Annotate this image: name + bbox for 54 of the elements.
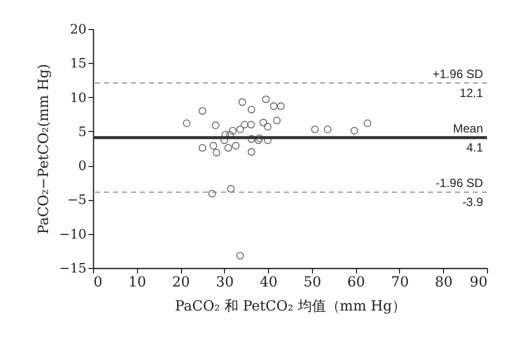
y-tick-label: −15 (59, 262, 86, 276)
x-tick-label: 30 (216, 274, 234, 290)
point (364, 119, 372, 127)
point (277, 102, 285, 110)
point (350, 127, 358, 134)
y-tick-label: 20 (70, 22, 86, 38)
x-tick-label: 10 (128, 274, 146, 290)
point (311, 126, 319, 134)
y-axis-title: PaCO₂−PetCO₂(mm Hg) (36, 64, 52, 234)
point (198, 107, 206, 115)
x-tick-label: 0 (94, 274, 102, 290)
x-tick-label: 40 (260, 274, 278, 290)
annotation: 12.1 (460, 86, 484, 100)
y-tick-label: 15 (70, 56, 86, 72)
point (224, 144, 232, 152)
x-axis-title: PaCO₂ 和 PetCO₂ 均值（mm Hg） (175, 298, 406, 314)
ref-line-label: Mean (452, 122, 483, 136)
point (324, 126, 332, 134)
point (236, 126, 244, 134)
point (264, 122, 272, 130)
point (227, 185, 235, 193)
x-tick-label: 70 (391, 274, 409, 290)
point (236, 252, 244, 260)
point (212, 122, 220, 130)
point (182, 119, 190, 127)
point (262, 96, 270, 104)
ref-line-label: +1.96 SD (432, 66, 484, 81)
point (240, 120, 248, 128)
y-tick-label: 0 (78, 159, 86, 174)
point (210, 142, 218, 150)
x-tick-label: 60 (347, 274, 366, 290)
point (273, 116, 281, 124)
point (248, 148, 256, 156)
point (248, 106, 256, 114)
ref-line-label: -1.96 SD (436, 176, 484, 190)
point (260, 118, 268, 126)
point (247, 120, 255, 128)
x-tick-label: 80 (434, 274, 453, 290)
point (212, 148, 220, 156)
point (228, 127, 236, 134)
point (232, 142, 240, 150)
point (208, 190, 216, 198)
y-tick-label: −10 (59, 227, 86, 242)
x-tick-label: 90 (470, 274, 488, 290)
annotation: 4.1 (466, 140, 484, 155)
point (238, 98, 246, 106)
y-tick-label: 5 (78, 124, 86, 140)
point (198, 144, 206, 152)
x-tick-label: 50 (303, 274, 322, 290)
annotation: -3.9 (462, 195, 484, 210)
y-tick-label: 10 (70, 90, 86, 106)
point (270, 102, 278, 110)
x-tick-label: 20 (172, 274, 190, 290)
y-tick-label: −5 (67, 193, 86, 208)
